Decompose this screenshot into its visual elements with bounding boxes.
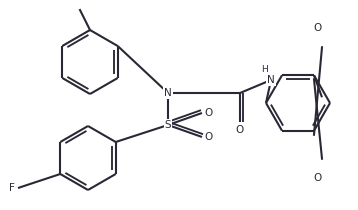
Text: O: O <box>236 125 244 135</box>
Text: F: F <box>9 183 15 193</box>
Text: O: O <box>205 132 213 142</box>
Text: O: O <box>314 23 322 33</box>
Text: S: S <box>165 120 171 130</box>
Text: O: O <box>205 108 213 118</box>
Text: O: O <box>314 173 322 183</box>
Text: N: N <box>267 75 275 85</box>
Text: H: H <box>262 66 268 75</box>
Text: N: N <box>164 88 172 98</box>
